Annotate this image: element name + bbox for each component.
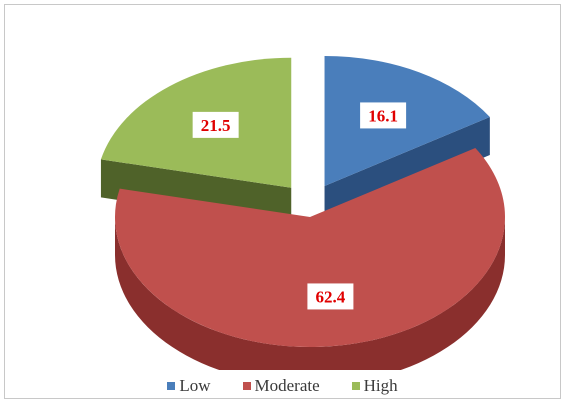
legend-swatch-moderate — [242, 382, 251, 390]
svg-text:62.4: 62.4 — [316, 287, 346, 306]
pie-slice-low — [324, 55, 490, 186]
legend: Low Moderate High — [5, 374, 560, 398]
legend-item-high: High — [351, 376, 398, 396]
pie-chart: 16.1 62.4 21.5 — [100, 55, 505, 370]
legend-label-high: High — [363, 376, 398, 395]
svg-text:21.5: 21.5 — [201, 116, 231, 135]
legend-label-moderate: Moderate — [254, 376, 320, 395]
data-label-moderate: 62.4 — [307, 283, 354, 310]
legend-item-low: Low — [167, 376, 211, 396]
pie-side-moderate — [115, 217, 505, 370]
legend-swatch-low — [167, 382, 176, 390]
data-label-low: 16.1 — [360, 102, 407, 129]
legend-label-low: Low — [179, 376, 211, 395]
svg-text:16.1: 16.1 — [368, 106, 398, 125]
data-label-high: 21.5 — [192, 111, 239, 138]
pie-slice-moderate — [114, 148, 505, 347]
chart-frame: 16.1 62.4 21.5 Low Moderate High — [4, 4, 561, 399]
legend-item-moderate: Moderate — [242, 376, 320, 396]
legend-swatch-high — [351, 382, 360, 390]
